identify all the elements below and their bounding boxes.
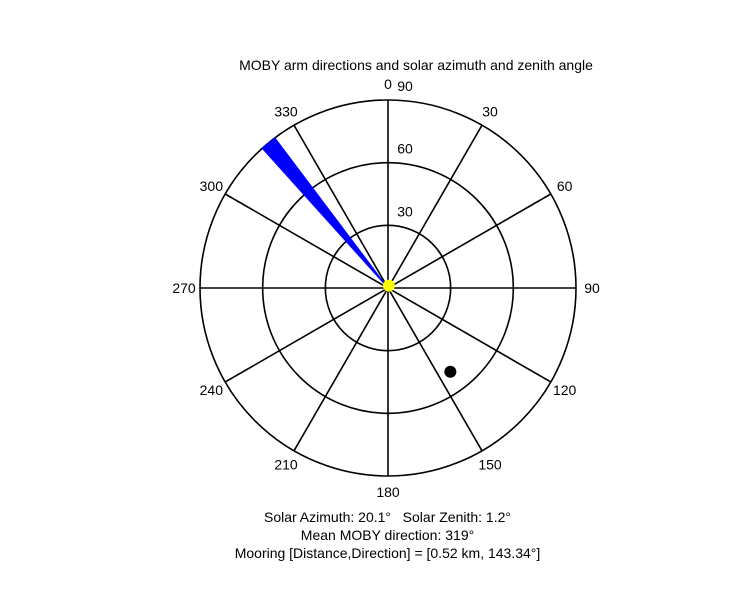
- grid-ring-1: [324, 224, 452, 352]
- angle-label-30: 30: [482, 103, 498, 119]
- radial-label-30: 30: [397, 203, 413, 219]
- angle-label-0: 0: [384, 76, 392, 92]
- angle-label-120: 120: [553, 382, 577, 398]
- radial-label-90: 90: [397, 78, 413, 94]
- mooring-caption: Mooring [Distance,Direction] = [0.52 km,…: [234, 545, 541, 561]
- angle-label-90: 90: [584, 280, 600, 296]
- radial-label-60: 60: [397, 141, 413, 157]
- angle-label-240: 240: [200, 382, 224, 398]
- grid-ring-3: [199, 99, 577, 477]
- angle-label-60: 60: [557, 178, 573, 194]
- angle-label-300: 300: [200, 178, 224, 194]
- tick-labels: 0 30 60 90 120 150 180 210 240 270 300 330 30 60 90: [172, 76, 600, 500]
- mooring-point: [444, 365, 457, 378]
- moby-direction-wedge: [261, 137, 389, 289]
- solar-caption: Solar Azimuth: 20.1° Solar Zenith: 1.2°: [264, 509, 511, 525]
- sun-point: [382, 279, 395, 292]
- angle-label-150: 150: [478, 457, 502, 473]
- caption-block: Solar Azimuth: 20.1° Solar Zenith: 1.2° …: [0, 508, 750, 562]
- angle-label-180: 180: [376, 484, 400, 500]
- angle-label-330: 330: [274, 103, 298, 119]
- data-layer: [261, 137, 457, 378]
- moby-direction-caption: Mean MOBY direction: 319°: [300, 527, 475, 543]
- angle-label-210: 210: [274, 457, 298, 473]
- chart-title: MOBY arm directions and solar azimuth an…: [239, 57, 593, 73]
- grid-ring-2: [261, 161, 515, 415]
- angle-label-270: 270: [172, 280, 196, 296]
